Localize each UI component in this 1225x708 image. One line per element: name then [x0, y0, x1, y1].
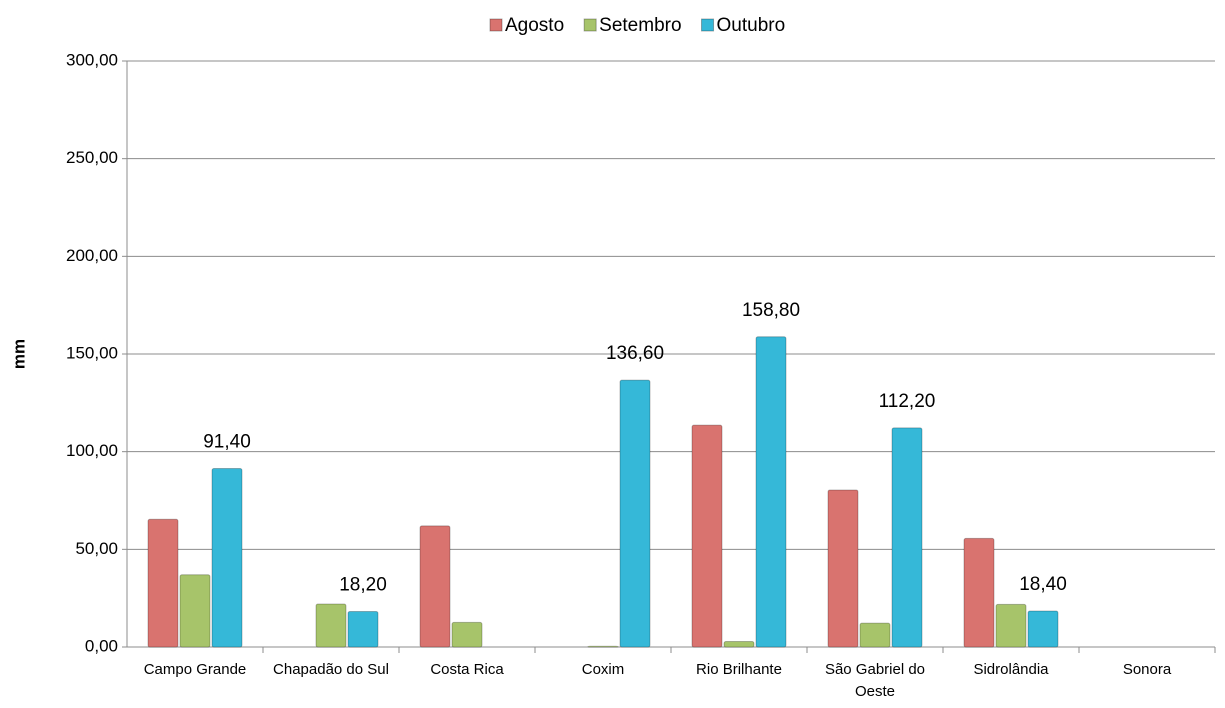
legend-label: Outubro [717, 15, 786, 36]
data-label: 136,60 [606, 343, 664, 364]
bar [179, 574, 211, 648]
bar [723, 641, 755, 648]
data-label: 18,20 [339, 574, 387, 595]
legend-swatch [701, 18, 715, 32]
data-label: 18,40 [1019, 574, 1067, 595]
y-tick-label: 0,00 [85, 636, 118, 655]
bar [691, 424, 723, 648]
data-label: 91,40 [203, 431, 251, 452]
bar [419, 525, 451, 648]
y-tick-label: 200,00 [66, 246, 118, 265]
data-label: 112,20 [879, 391, 936, 412]
y-tick-label: 100,00 [66, 441, 118, 460]
bar [147, 518, 179, 648]
legend-label: Setembro [599, 15, 681, 36]
y-tick-label: 300,00 [66, 50, 118, 69]
bar [315, 603, 347, 648]
bar [587, 645, 619, 648]
x-tick-label: Sidrolândia [973, 661, 1049, 678]
legend-swatch [489, 18, 503, 32]
bar [891, 427, 923, 648]
x-tick-label: Coxim [581, 661, 625, 678]
bar [347, 610, 379, 648]
bar [211, 467, 243, 648]
x-tick-label: Costa Rica [430, 661, 504, 678]
y-axis-label: mm [9, 339, 28, 369]
y-tick-label: 250,00 [66, 148, 118, 167]
x-tick-label: Sonora [1122, 661, 1172, 678]
y-tick-label: 150,00 [66, 343, 118, 362]
x-tick-label: Campo Grande [143, 661, 247, 678]
bar [963, 537, 995, 648]
bar [827, 489, 859, 648]
legend-swatch [583, 18, 597, 32]
legend-label: Agosto [505, 15, 564, 36]
data-label: 158,80 [742, 300, 800, 321]
y-tick-label: 50,00 [75, 539, 118, 558]
x-tick-label: São Gabriel do Oeste [824, 661, 926, 700]
bar [619, 379, 651, 648]
x-tick-label: Chapadão do Sul [273, 661, 389, 678]
bar [755, 336, 787, 648]
bar [995, 603, 1027, 648]
bar [859, 622, 891, 648]
x-tick-label: Rio Brilhante [696, 661, 782, 678]
bar [1027, 610, 1059, 648]
bar [451, 621, 483, 648]
